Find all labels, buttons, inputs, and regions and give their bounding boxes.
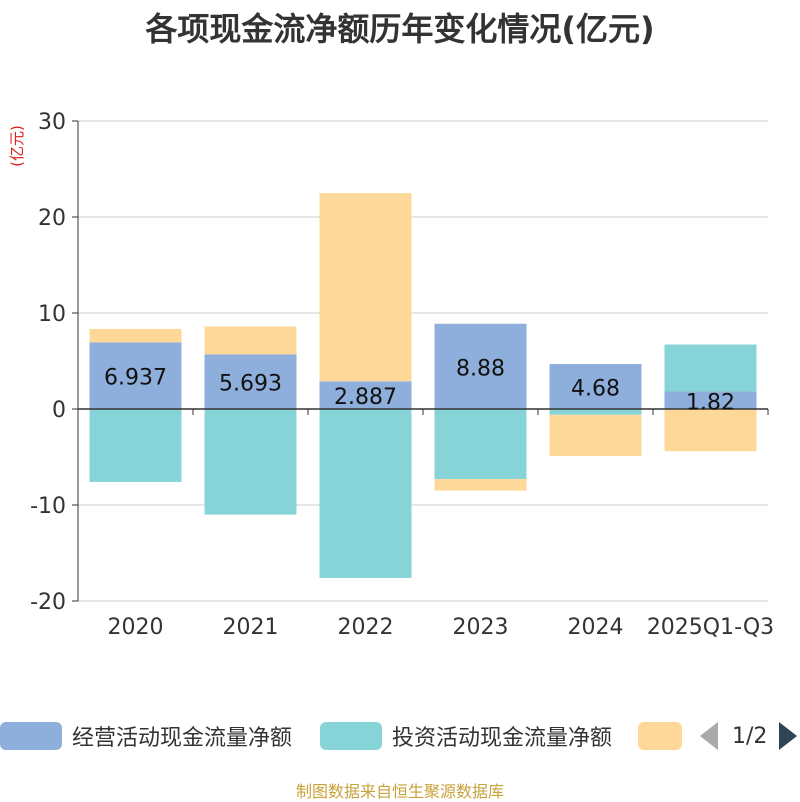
bar-investing-2025Q1-Q3[interactable] (664, 344, 757, 392)
legend-item-operating[interactable]: 经营活动现金流量净额 (0, 716, 292, 756)
bar-financing-2020[interactable] (89, 328, 182, 343)
data-label-operating-2020: 6.937 (104, 366, 167, 391)
x-tick-label: 2021 (223, 615, 279, 640)
axes: -20 -10 0 10 20 30 2020 2021 2022 2023 2024 2025Q1-… (30, 110, 774, 640)
bar-operating-2024[interactable] (549, 364, 642, 409)
bar-financing-2024[interactable] (549, 414, 642, 457)
legend-item-financing[interactable] (638, 716, 692, 756)
chart-title: 各项现金流净额历年变化情况(亿元) (145, 10, 655, 48)
legend-label-operating: 经营活动现金流量净额 (72, 726, 293, 751)
y-tick-label: -10 (30, 494, 66, 519)
legend-prev-page-icon[interactable] (700, 722, 718, 750)
y-tick-label: 10 (38, 302, 66, 327)
y-tick-label: 30 (38, 110, 66, 135)
bar-investing-2022[interactable] (319, 409, 412, 578)
bar-financing-2022[interactable] (319, 193, 412, 382)
bar-operating-2021[interactable] (204, 354, 297, 409)
bars (89, 193, 757, 578)
legend-next-page-icon[interactable] (779, 722, 798, 750)
legend-label-investing: 投资活动现金流量净额 (392, 726, 613, 751)
grid-lines (78, 120, 768, 602)
data-label-operating-2022: 2.887 (334, 385, 397, 410)
data-label-operating-2023: 8.88 (456, 356, 505, 381)
bar-investing-2024[interactable] (549, 409, 642, 415)
legend-page-indicator: 1/2 (732, 723, 768, 749)
data-label-operating-2025Q1-Q3: 1.82 (686, 390, 735, 415)
bar-financing-2021[interactable] (204, 326, 297, 355)
data-source-note: 制图数据来自恒生聚源数据库 (295, 782, 504, 801)
x-tick-label: 2025Q1-Q3 (647, 615, 774, 640)
legend-pager: 1/2 (700, 716, 798, 756)
x-tick-label: 2024 (568, 615, 624, 640)
bar-operating-2022[interactable] (319, 381, 412, 409)
y-tick-label: -20 (30, 590, 66, 615)
data-labels: 6.937 5.693 2.887 8.88 4.68 1.82 (104, 356, 735, 415)
data-label-operating-2024: 4.68 (571, 377, 620, 402)
bar-financing-2023[interactable] (434, 479, 527, 491)
x-tick-label: 2022 (338, 615, 394, 640)
legend-item-investing[interactable]: 投资活动现金流量净额 (320, 716, 612, 756)
legend-swatch-financing (638, 722, 682, 750)
x-tick-label: 2023 (453, 615, 509, 640)
legend-swatch-operating (0, 722, 62, 750)
legend: 经营活动现金流量净额 投资活动现金流量净额 (0, 716, 800, 756)
y-tick-label: 20 (38, 206, 66, 231)
legend-swatch-investing (320, 722, 382, 750)
bar-investing-2023[interactable] (434, 409, 527, 480)
bar-operating-2025Q1-Q3[interactable] (664, 391, 757, 409)
y-tick-label: 0 (52, 398, 66, 423)
bar-operating-2023[interactable] (434, 323, 527, 409)
data-label-operating-2021: 5.693 (219, 372, 282, 397)
bar-operating-2020[interactable] (89, 342, 182, 409)
x-tick-label: 2020 (108, 615, 164, 640)
bar-investing-2021[interactable] (204, 409, 297, 515)
y-axis-unit: (亿元) (8, 125, 26, 167)
bar-investing-2020[interactable] (89, 409, 182, 482)
bar-financing-2025Q1-Q3[interactable] (664, 409, 757, 452)
